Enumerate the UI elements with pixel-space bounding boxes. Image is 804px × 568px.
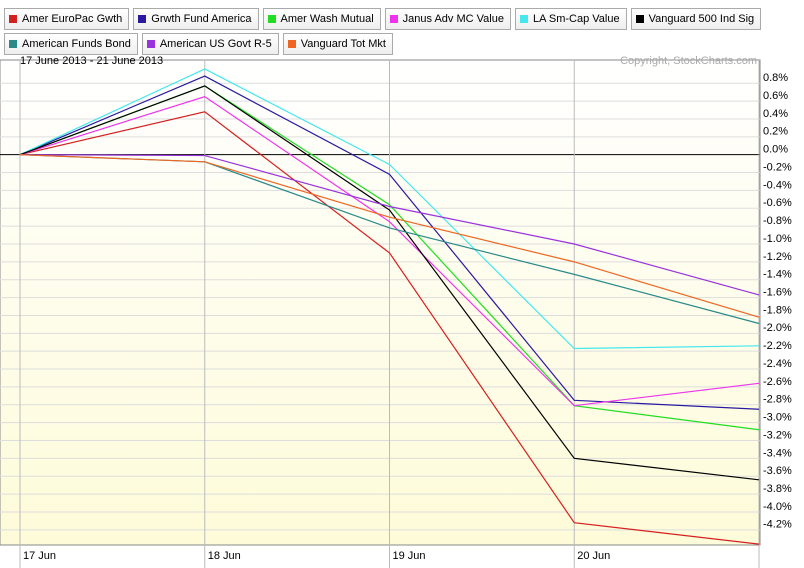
legend-item[interactable]: Amer Wash Mutual xyxy=(262,8,381,30)
legend-label: Grwth Fund America xyxy=(151,13,252,25)
series-line xyxy=(19,68,760,350)
y-tick-label: -3.0% xyxy=(763,412,792,424)
x-tick-label: 20 Jun xyxy=(577,550,610,562)
legend-swatch xyxy=(9,15,17,23)
legend-item[interactable]: American Funds Bond xyxy=(4,33,138,55)
legend-item[interactable]: LA Sm-Cap Value xyxy=(514,8,627,30)
legend-item[interactable]: American US Govt R-5 xyxy=(141,33,279,55)
legend-swatch xyxy=(389,15,398,23)
series-line xyxy=(19,85,760,481)
y-tick-label: -1.6% xyxy=(763,286,792,298)
y-tick-label: -3.2% xyxy=(763,429,792,441)
y-tick-label: -2.8% xyxy=(763,394,792,406)
legend: Amer EuroPac Gwth Grwth Fund America Amer … xyxy=(4,8,764,55)
y-tick-label: -2.0% xyxy=(763,322,792,334)
legend-swatch xyxy=(635,15,644,23)
y-tick-label: -4.2% xyxy=(763,519,792,531)
copyright: Copyright, StockCharts.com xyxy=(620,55,757,67)
series-line xyxy=(19,75,760,410)
series-line xyxy=(19,95,760,407)
legend-label: Amer Wash Mutual xyxy=(280,13,374,25)
chart-title: 17 June 2013 - 21 June 2013 xyxy=(20,55,163,67)
y-tick-label: -0.6% xyxy=(763,197,792,209)
y-tick-label: -3.6% xyxy=(763,465,792,477)
legend-label: Vanguard Tot Mkt xyxy=(300,38,386,50)
x-tick-label: 19 Jun xyxy=(393,550,426,562)
legend-item[interactable]: Janus Adv MC Value xyxy=(384,8,511,30)
y-tick-label: -0.2% xyxy=(763,161,792,173)
y-tick-label: 0.6% xyxy=(763,90,788,102)
y-tick-label: 0.2% xyxy=(763,126,788,138)
y-tick-label: -2.4% xyxy=(763,358,792,370)
legend-label: American Funds Bond xyxy=(22,38,131,50)
legend-label: Janus Adv MC Value xyxy=(402,13,504,25)
legend-item[interactable]: Amer EuroPac Gwth xyxy=(4,8,130,30)
legend-swatch xyxy=(519,15,528,23)
y-tick-label: -2.2% xyxy=(763,340,792,352)
y-tick-label: -1.0% xyxy=(763,233,792,245)
y-tick-label: -3.8% xyxy=(763,483,792,495)
y-tick-label: 0.8% xyxy=(763,72,788,84)
y-tick-label: -3.4% xyxy=(763,447,792,459)
y-tick-label: 0.4% xyxy=(763,108,788,120)
x-tick-label: 17 Jun xyxy=(23,550,56,562)
series-line xyxy=(19,154,760,318)
plot-area xyxy=(0,59,761,546)
series-line xyxy=(19,154,760,296)
y-tick-label: -1.4% xyxy=(763,269,792,281)
legend-swatch xyxy=(146,40,155,48)
legend-label: Amer EuroPac Gwth xyxy=(22,13,123,25)
legend-swatch xyxy=(138,15,147,23)
y-tick-label: -1.2% xyxy=(763,251,792,263)
x-tick-label: 18 Jun xyxy=(208,550,241,562)
y-tick-label: -4.0% xyxy=(763,501,792,513)
y-tick-label: -1.8% xyxy=(763,304,792,316)
legend-label: American US Govt R-5 xyxy=(159,38,272,50)
y-tick-label: -0.8% xyxy=(763,215,792,227)
y-tick-label: -2.6% xyxy=(763,376,792,388)
legend-label: LA Sm-Cap Value xyxy=(532,13,620,25)
legend-item[interactable]: Grwth Fund America xyxy=(133,8,259,30)
legend-swatch xyxy=(287,40,296,48)
series-line xyxy=(19,111,760,545)
legend-item[interactable]: Vanguard Tot Mkt xyxy=(282,33,393,55)
y-tick-label: 0.0% xyxy=(763,144,788,156)
legend-swatch xyxy=(9,40,17,48)
legend-item[interactable]: Vanguard 500 Ind Sig xyxy=(630,8,762,30)
y-tick-label: -0.4% xyxy=(763,179,792,191)
legend-label: Vanguard 500 Ind Sig xyxy=(648,13,755,25)
legend-swatch xyxy=(267,15,276,23)
